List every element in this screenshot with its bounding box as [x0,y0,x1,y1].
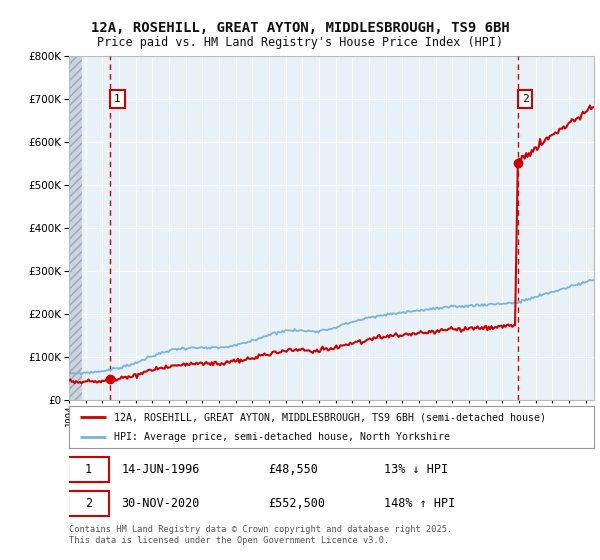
Text: 1: 1 [85,463,92,476]
Text: Contains HM Land Registry data © Crown copyright and database right 2025.
This d: Contains HM Land Registry data © Crown c… [69,525,452,545]
Text: 2: 2 [85,497,92,510]
Text: 12A, ROSEHILL, GREAT AYTON, MIDDLESBROUGH, TS9 6BH: 12A, ROSEHILL, GREAT AYTON, MIDDLESBROUG… [91,21,509,35]
Text: £552,500: £552,500 [269,497,325,510]
Bar [69,56,82,400]
FancyBboxPatch shape [68,491,109,516]
Text: 14-JUN-1996: 14-JUN-1996 [121,463,200,476]
Text: 30-NOV-2020: 30-NOV-2020 [121,497,200,510]
Text: 13% ↓ HPI: 13% ↓ HPI [384,463,448,476]
Text: 12A, ROSEHILL, GREAT AYTON, MIDDLESBROUGH, TS9 6BH (semi-detached house): 12A, ROSEHILL, GREAT AYTON, MIDDLESBROUG… [113,412,545,422]
Text: 1: 1 [114,94,121,104]
Text: 2: 2 [522,94,529,104]
Text: Price paid vs. HM Land Registry's House Price Index (HPI): Price paid vs. HM Land Registry's House … [97,36,503,49]
Text: 148% ↑ HPI: 148% ↑ HPI [384,497,455,510]
FancyBboxPatch shape [68,457,109,482]
Text: £48,550: £48,550 [269,463,319,476]
Text: HPI: Average price, semi-detached house, North Yorkshire: HPI: Average price, semi-detached house,… [113,432,449,442]
